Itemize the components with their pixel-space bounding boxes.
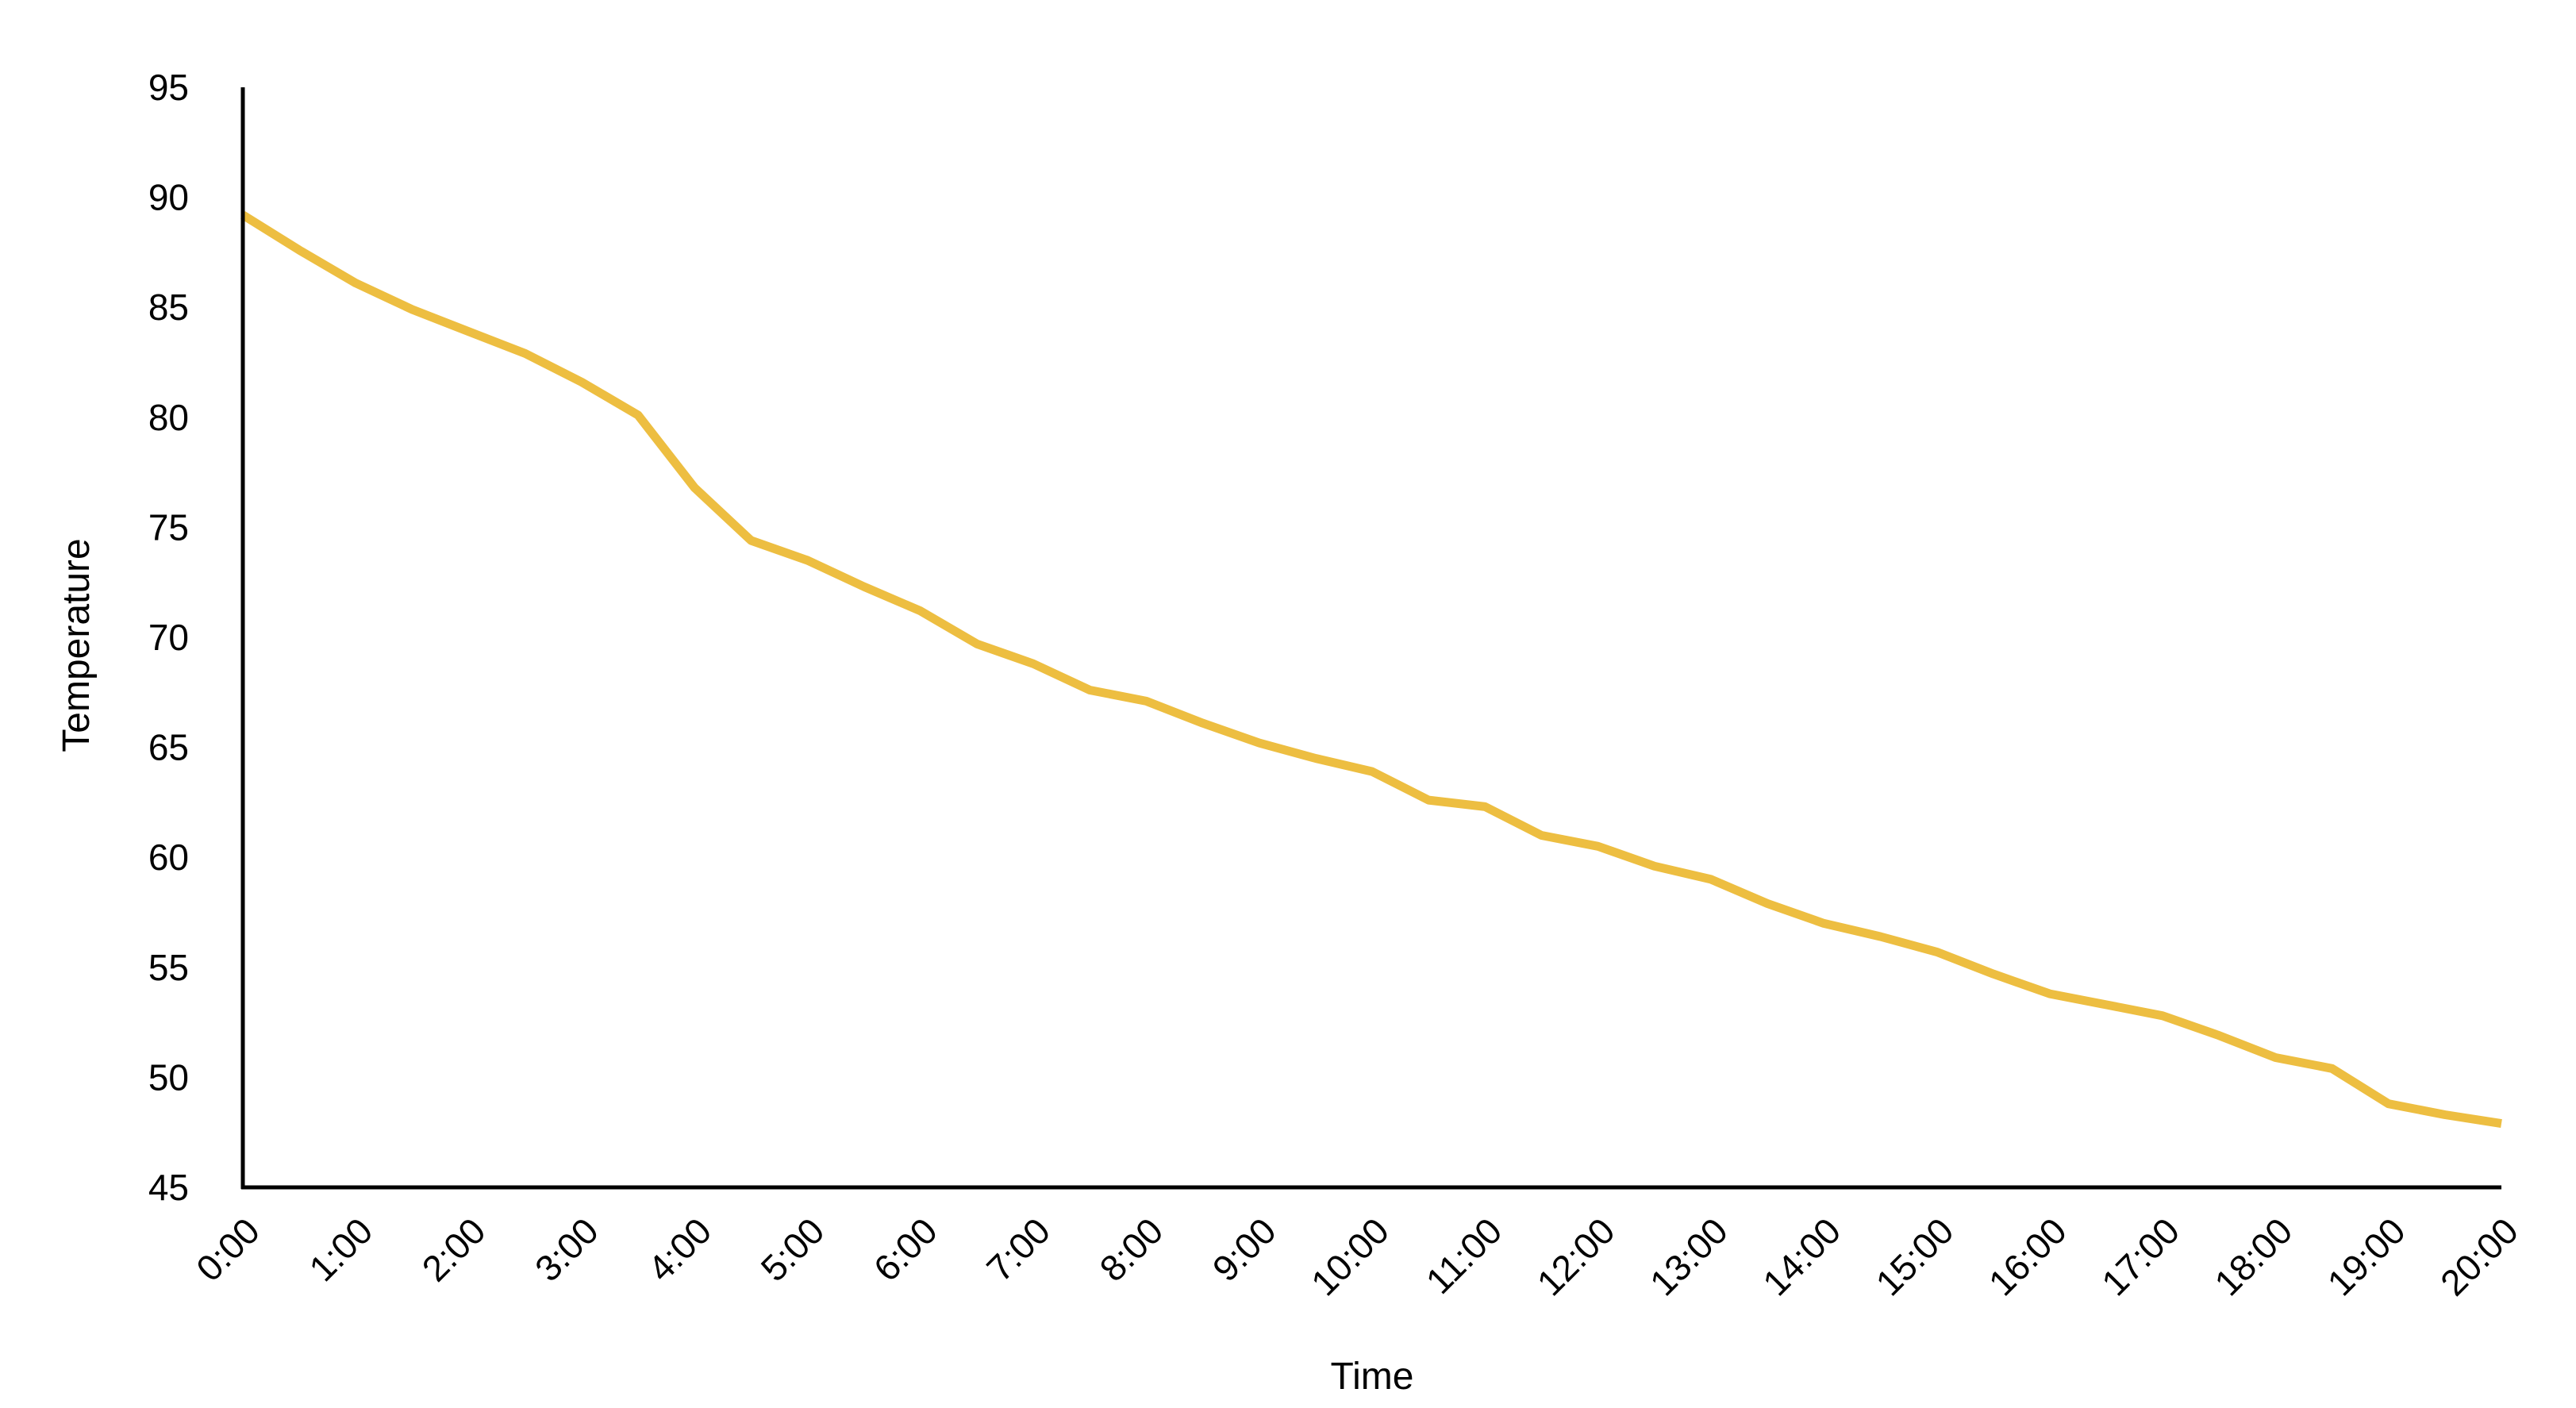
x-tick-label: 8:00 xyxy=(1091,1210,1171,1289)
x-axis-title: Time xyxy=(1331,1356,1414,1398)
x-tick-label: 12:00 xyxy=(1528,1210,1622,1303)
x-tick-label: 16:00 xyxy=(1981,1210,2074,1303)
y-tick-label: 55 xyxy=(148,947,189,988)
y-tick-label: 50 xyxy=(148,1056,189,1098)
y-tick-label: 45 xyxy=(148,1167,189,1208)
y-tick-label: 70 xyxy=(148,617,189,658)
y-tick-label: 65 xyxy=(148,727,189,768)
x-tick-label: 1:00 xyxy=(301,1210,380,1289)
y-tick-label: 75 xyxy=(148,506,189,548)
x-tick-label: 4:00 xyxy=(640,1210,719,1289)
y-tick-label: 80 xyxy=(148,397,189,438)
x-tick-label: 5:00 xyxy=(752,1210,832,1289)
x-tick-label: 15:00 xyxy=(1867,1210,1961,1303)
series-layer xyxy=(240,211,2502,1129)
y-axis-title: Temperature xyxy=(56,538,98,752)
x-tick-label: 19:00 xyxy=(2320,1210,2413,1303)
y-axis-ticks: 45 50 55 60 65 70 75 80 85 90 95 xyxy=(148,67,189,1208)
x-tick-label: 0:00 xyxy=(188,1210,267,1289)
x-tick-label: 20:00 xyxy=(2432,1210,2526,1303)
x-tick-label: 3:00 xyxy=(527,1210,606,1289)
x-tick-label: 9:00 xyxy=(1205,1210,1284,1289)
y-tick-label: 85 xyxy=(148,287,189,328)
x-tick-label: 17:00 xyxy=(2093,1210,2187,1303)
series-line xyxy=(240,211,2502,1129)
x-axis-ticks: 0:00 1:00 2:00 3:00 4:00 5:00 6:00 7:00 8:00 9:00… xyxy=(188,1210,2526,1303)
x-tick-label: 11:00 xyxy=(1418,1210,1510,1302)
x-tick-label: 7:00 xyxy=(978,1210,1058,1289)
y-tick-label: 60 xyxy=(148,837,189,878)
x-tick-label: 13:00 xyxy=(1642,1210,1736,1303)
y-tick-label: 95 xyxy=(148,67,189,108)
x-tick-label: 14:00 xyxy=(1755,1210,1848,1303)
y-tick-label: 90 xyxy=(148,177,189,218)
x-tick-label: 10:00 xyxy=(1303,1210,1397,1303)
x-tick-label: 6:00 xyxy=(866,1210,945,1289)
x-tick-label: 2:00 xyxy=(414,1210,494,1289)
x-tick-label: 18:00 xyxy=(2206,1210,2300,1303)
